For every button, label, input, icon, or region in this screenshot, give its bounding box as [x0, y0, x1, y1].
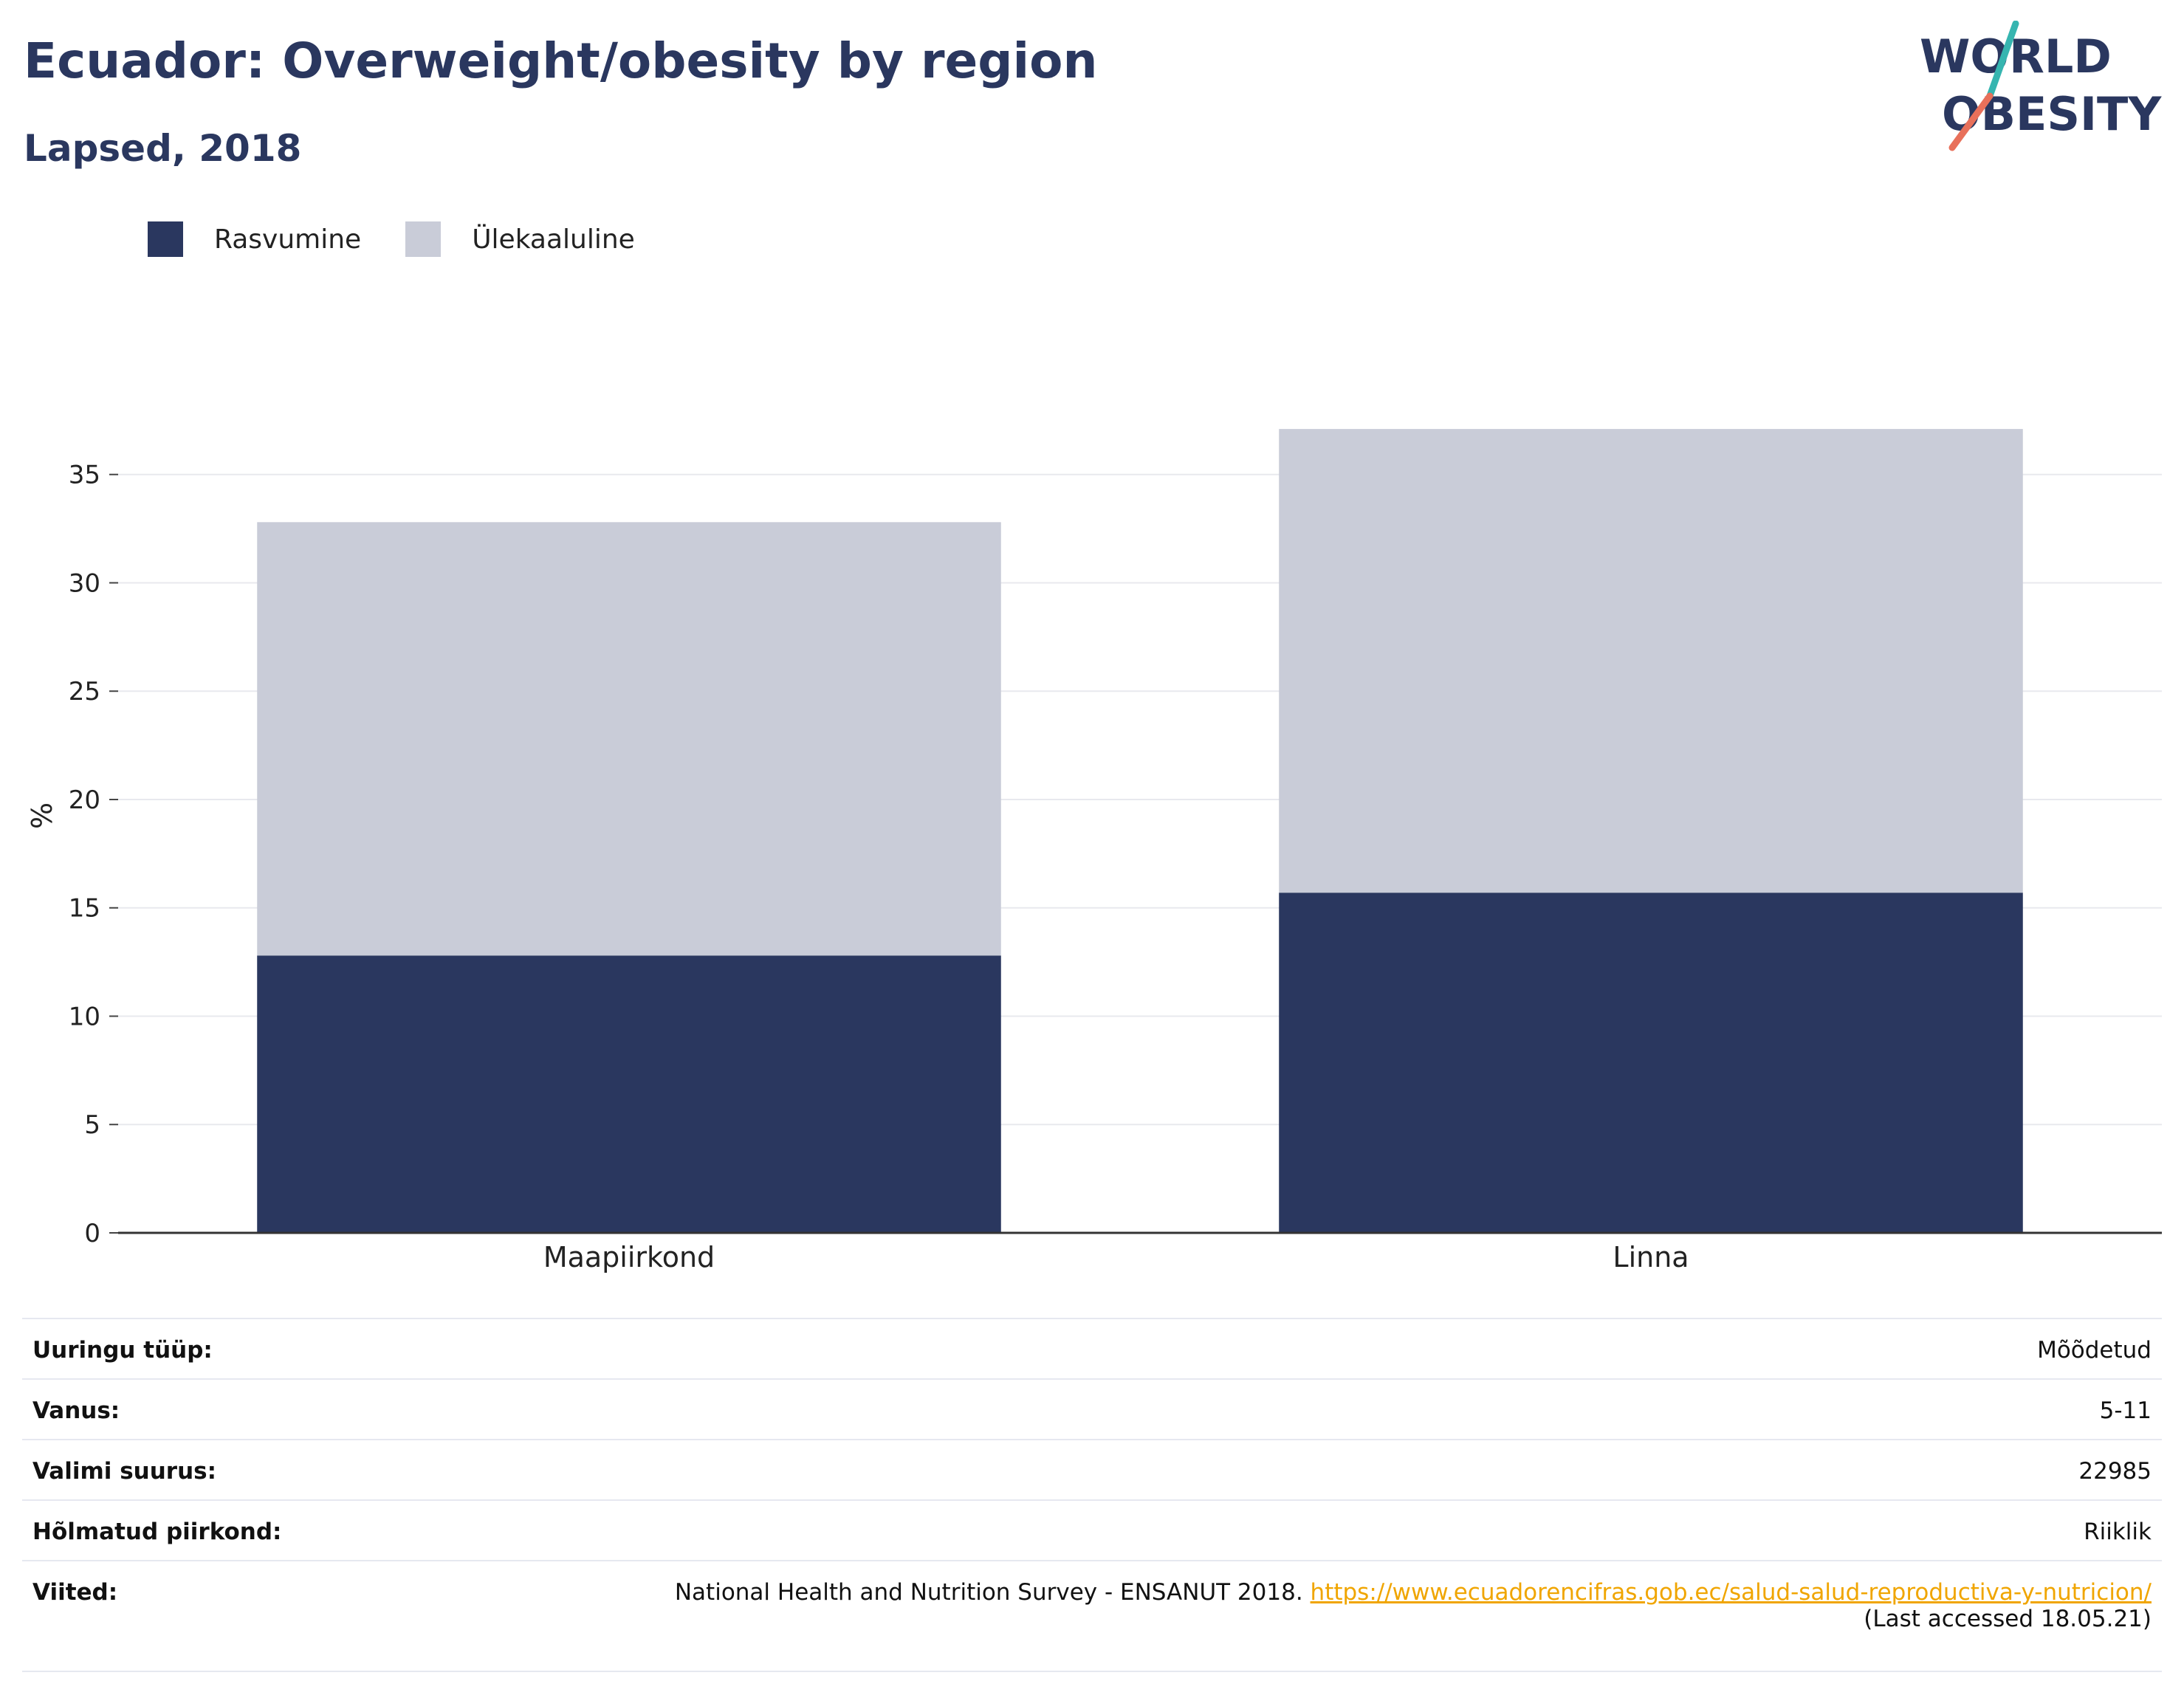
info-row: Hõlmatud piirkond: Riiklik — [22, 1500, 2162, 1561]
info-row-reference: Viited: National Health and Nutrition Su… — [22, 1561, 2162, 1671]
info-value: 22985 — [2078, 1458, 2152, 1485]
x-tick-label: Linna — [1613, 1241, 1689, 1273]
y-axis-label: % — [26, 802, 58, 829]
info-key: Hõlmatud piirkond: — [32, 1519, 282, 1545]
info-row: Valimi suurus: 22985 — [22, 1440, 2162, 1500]
bar-chart: 0 5 10 15 20 25 30 35% Maapiirkond Linna — [26, 429, 2162, 1273]
info-key: Uuringu tüüp: — [32, 1337, 213, 1364]
y-tick-label: 20 — [69, 785, 100, 815]
info-table: Uuringu tüüp: Mõõdetud Vanus: 5-11 Valim… — [22, 1318, 2162, 1672]
info-key: Viited: — [32, 1579, 118, 1606]
bar-overweight — [1279, 429, 2023, 893]
y-tick-label: 15 — [69, 894, 100, 924]
x-tick-label: Maapiirkond — [543, 1241, 715, 1273]
y-tick-label: 30 — [69, 568, 100, 598]
reference-value: National Health and Nutrition Survey - E… — [348, 1561, 2162, 1671]
y-tick-label: 0 — [84, 1219, 100, 1248]
bar-obesity — [257, 955, 1001, 1233]
logo-stroke-teal — [1986, 21, 2019, 100]
y-tick-label: 5 — [84, 1110, 100, 1140]
logo-stroke-coral — [1948, 92, 1994, 151]
chart-title: Ecuador: Overweight/obesity by region — [24, 32, 1098, 89]
reference-link[interactable]: https://www.ecuadorencifras.gob.ec/salud… — [1310, 1579, 2152, 1606]
y-tick-label: 10 — [69, 1002, 100, 1031]
bar-obesity — [1279, 893, 2023, 1233]
chart-legend: Rasvumine Ülekaaluline — [148, 220, 679, 258]
info-key: Vanus: — [32, 1397, 120, 1424]
legend-label-obesity: Rasvumine — [214, 224, 362, 255]
bar-overweight — [257, 522, 1001, 956]
info-value: Mõõdetud — [2037, 1337, 2152, 1364]
y-tick-label: 25 — [69, 677, 100, 706]
reference-text: National Health and Nutrition Survey - E… — [674, 1579, 1311, 1606]
chart-subtitle: Lapsed, 2018 — [24, 127, 302, 170]
legend-item-obesity[interactable]: Rasvumine — [148, 221, 361, 257]
legend-swatch-overweight — [405, 221, 442, 257]
logo-line1: WORLD — [1920, 30, 2112, 83]
info-row: Vanus: 5-11 — [22, 1379, 2162, 1440]
world-obesity-logo: WORLD OBESITY — [1920, 21, 2162, 151]
legend-item-overweight[interactable]: Ülekaaluline — [405, 221, 635, 257]
reference-accessed: (Last accessed 18.05.21) — [1864, 1606, 2152, 1632]
legend-label-overweight: Ülekaaluline — [472, 224, 635, 255]
info-value: 5-11 — [2099, 1397, 2152, 1424]
info-key: Valimi suurus: — [32, 1458, 216, 1485]
y-tick-label: 35 — [69, 461, 100, 490]
legend-swatch-obesity — [148, 221, 183, 257]
info-row: Uuringu tüüp: Mõõdetud — [22, 1318, 2162, 1379]
info-value: Riiklik — [2084, 1519, 2152, 1545]
